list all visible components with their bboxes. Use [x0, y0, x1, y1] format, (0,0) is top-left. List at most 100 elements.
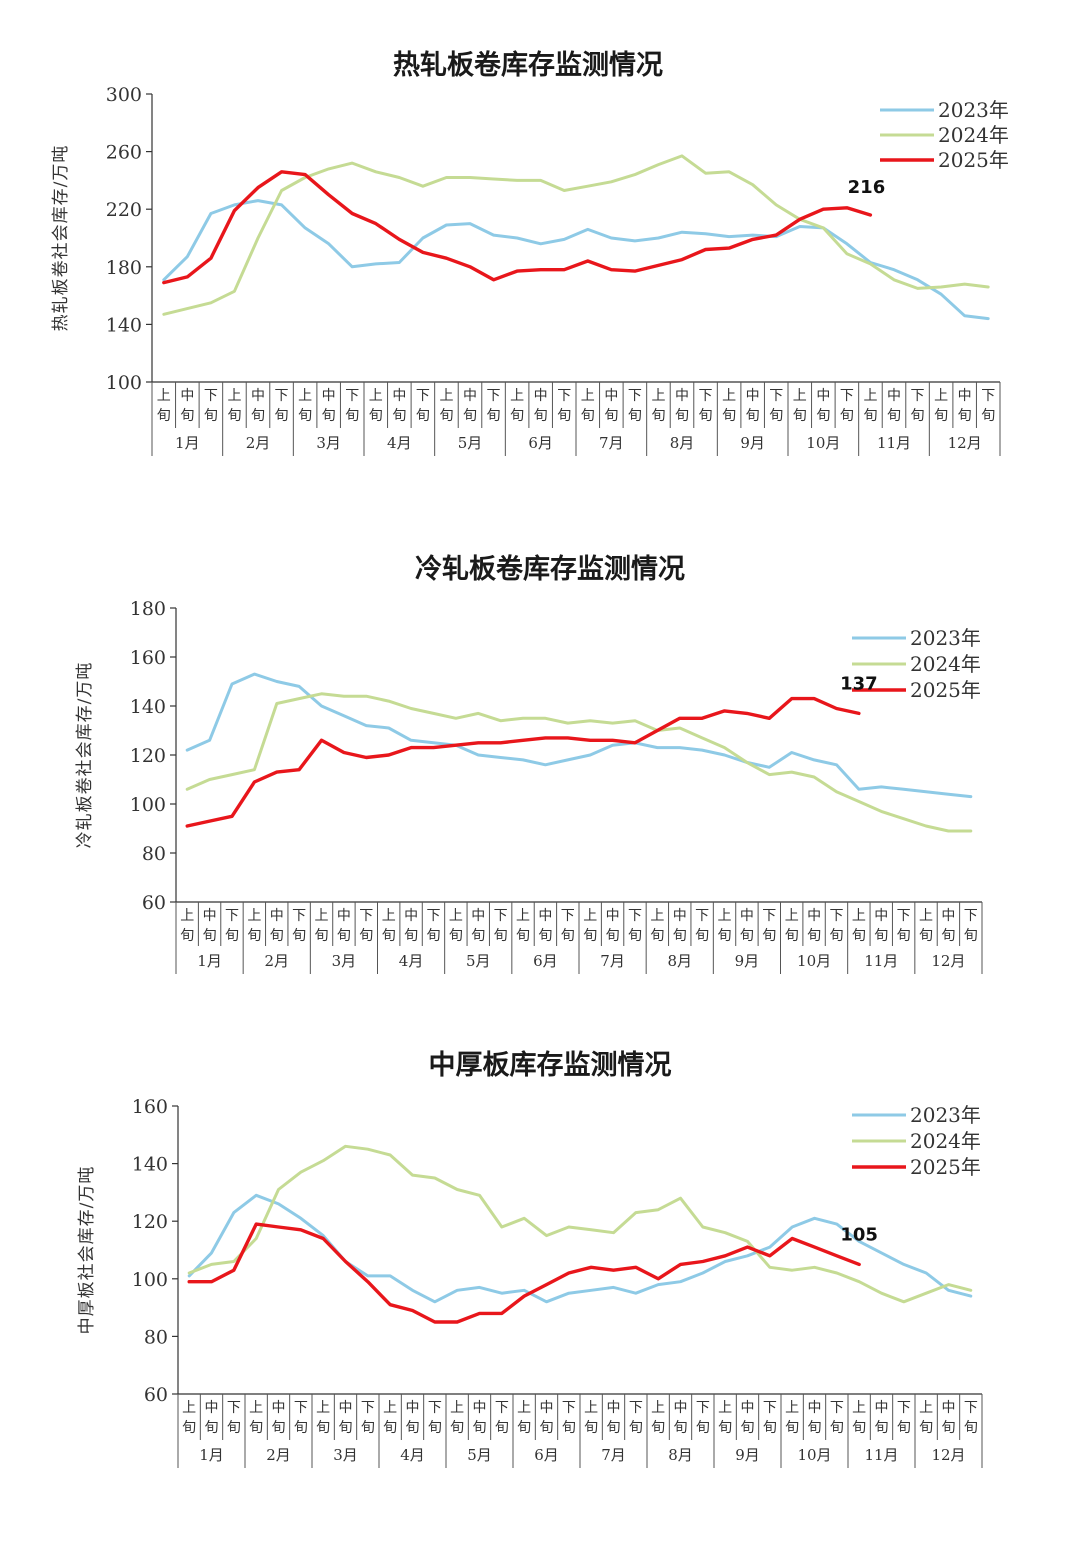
dekad-label: 上旬 [722, 388, 736, 424]
dekad-label: 中旬 [538, 908, 552, 944]
dekad-label: 上旬 [584, 1400, 598, 1436]
dekad-label: 下旬 [769, 388, 783, 424]
legend-label: 2024年 [910, 1129, 981, 1153]
y-tick-label: 260 [106, 142, 142, 164]
dekad-label: 下旬 [762, 908, 776, 944]
dekad-label: 中旬 [534, 388, 548, 424]
dekad-label: 上旬 [516, 908, 530, 944]
y-tick-label: 140 [132, 1154, 168, 1176]
dekad-label: 下旬 [494, 908, 508, 944]
y-axis-label: 中厚板社会库存/万吨 [77, 1166, 97, 1335]
month-label: 10月 [797, 1446, 831, 1464]
medium-plate-inventory-chart: 中厚板库存监测情况6080100120140160中厚板社会库存/万吨上旬中旬下… [77, 1050, 983, 1468]
dekad-label: 上旬 [934, 388, 948, 424]
dekad-label: 上旬 [581, 388, 595, 424]
y-tick-label: 120 [130, 745, 166, 767]
month-label: 10月 [797, 952, 831, 970]
dekad-label: 下旬 [227, 1400, 241, 1436]
month-label: 4月 [387, 434, 412, 452]
dekad-label: 上旬 [449, 908, 463, 944]
month-label: 1月 [175, 434, 200, 452]
dekad-label: 下旬 [294, 1400, 308, 1436]
dekad-label: 中旬 [463, 388, 477, 424]
legend-label: 2025年 [938, 148, 1009, 172]
month-label: 3月 [333, 1446, 358, 1464]
legend-label: 2024年 [938, 123, 1009, 147]
y-tick-label: 100 [130, 794, 166, 816]
month-label: 10月 [806, 434, 840, 452]
month-label: 5月 [466, 952, 491, 970]
dekad-label: 下旬 [897, 1400, 911, 1436]
series-line-2 [162, 154, 990, 316]
month-label: 11月 [864, 952, 898, 970]
dekad-label: 中旬 [958, 388, 972, 424]
dekad-label: 上旬 [157, 388, 171, 424]
dekad-label: 中旬 [740, 908, 754, 944]
dekad-label: 中旬 [887, 388, 901, 424]
dekad-label: 中旬 [607, 1400, 621, 1436]
dekad-label: 上旬 [852, 1400, 866, 1436]
dekad-label: 上旬 [863, 388, 877, 424]
chart-group: 中厚板库存监测情况6080100120140160中厚板社会库存/万吨上旬中旬下… [77, 1050, 983, 1468]
dekad-label: 中旬 [404, 908, 418, 944]
dekad-label: 中旬 [270, 908, 284, 944]
dekad-label: 下旬 [981, 388, 995, 424]
month-label: 9月 [735, 1446, 760, 1464]
dekad-label: 下旬 [359, 908, 373, 944]
y-tick-label: 80 [142, 843, 166, 865]
dekad-label: 中旬 [816, 388, 830, 424]
month-label: 3月 [332, 952, 357, 970]
dekad-label: 中旬 [392, 388, 406, 424]
chart-title: 冷轧板卷库存监测情况 [415, 554, 685, 585]
series-line-1 [187, 1193, 973, 1304]
dekad-label: 下旬 [345, 388, 359, 424]
dekad-label: 下旬 [416, 388, 430, 424]
month-label: 12月 [931, 1446, 965, 1464]
month-label: 1月 [199, 1446, 224, 1464]
month-label: 4月 [399, 952, 424, 970]
dekad-label: 下旬 [696, 1400, 710, 1436]
chart-title: 热轧板卷库存监测情况 [393, 50, 663, 81]
cold-rolled-chart-panel: 冷轧板卷库存监测情况 60 80 100 120 140 160 180 冷轧板卷社会库存/万吨… [0, 520, 1080, 1020]
dekad-label: 下旬 [829, 908, 843, 944]
dekad-label: 下旬 [695, 908, 709, 944]
month-label: 9月 [740, 434, 765, 452]
dekad-label: 中旬 [272, 1400, 286, 1436]
dekad-label: 中旬 [337, 908, 351, 944]
dekad-label: 上旬 [298, 388, 312, 424]
dekad-label: 上旬 [510, 388, 524, 424]
dekad-label: 中旬 [674, 1400, 688, 1436]
dekad-label: 上旬 [227, 388, 241, 424]
legend-label: 2023年 [938, 98, 1009, 122]
dekad-label: 上旬 [718, 1400, 732, 1436]
series-line-3 [187, 1222, 861, 1324]
month-label: 5月 [458, 434, 483, 452]
month-label: 7月 [600, 952, 625, 970]
dekad-label: 下旬 [292, 908, 306, 944]
legend-label: 2024年 [910, 652, 981, 676]
dekad-label: 下旬 [897, 908, 911, 944]
dekad-label: 下旬 [225, 908, 239, 944]
dekad-label: 下旬 [562, 1400, 576, 1436]
chart-group: 热轧板卷库存监测情况 100 140 180 220 260 300 热轧板卷社会库存/万吨上… [51, 50, 1009, 456]
dekad-label: 上旬 [919, 1400, 933, 1436]
y-tick-label: 140 [130, 696, 166, 718]
dekad-label: 下旬 [911, 388, 925, 424]
dekad-label: 上旬 [651, 388, 665, 424]
dekad-label: 中旬 [540, 1400, 554, 1436]
dekad-label: 中旬 [604, 388, 618, 424]
cold-rolled-inventory-chart: 冷轧板卷库存监测情况 60 80 100 120 140 160 180 冷轧板卷社会库存/万吨… [75, 554, 983, 974]
dekad-label: 上旬 [785, 1400, 799, 1436]
dekad-label: 上旬 [316, 1400, 330, 1436]
y-tick-label: 300 [106, 84, 142, 106]
dekad-label: 下旬 [275, 388, 289, 424]
dekad-label: 上旬 [793, 388, 807, 424]
legend-label: 2025年 [910, 678, 981, 702]
dekad-label: 上旬 [450, 1400, 464, 1436]
dekad-label: 下旬 [487, 388, 501, 424]
dekad-label: 中旬 [471, 908, 485, 944]
y-tick-label: 100 [132, 1269, 168, 1291]
month-label: 11月 [877, 434, 911, 452]
dekad-label: 中旬 [203, 908, 217, 944]
month-label: 12月 [931, 952, 965, 970]
